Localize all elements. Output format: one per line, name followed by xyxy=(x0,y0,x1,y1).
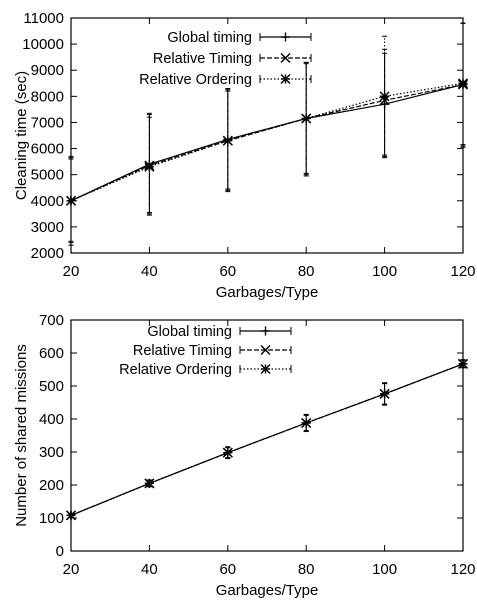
y-tick-label: 9000 xyxy=(31,62,64,79)
x-tick-label: 20 xyxy=(63,263,80,280)
series-line xyxy=(70,363,464,516)
chart-2: 0 100 200 300 400 500 600 700 20 40 60 80 100 120 Garb… xyxy=(13,312,476,599)
data-point xyxy=(458,78,468,89)
data-point xyxy=(144,478,155,489)
y-axis-label: Cleaning time (sec) xyxy=(13,71,30,200)
x-tick-label: 60 xyxy=(219,263,236,280)
series-2 xyxy=(66,22,468,244)
error-bar xyxy=(225,90,231,190)
x-tick-label: 100 xyxy=(372,561,397,578)
series-line xyxy=(70,84,464,202)
error-bar xyxy=(146,116,152,214)
x-tick-label: 120 xyxy=(450,263,475,280)
data-point xyxy=(379,91,390,102)
legend: Global timing Relative Timing Relative Ord… xyxy=(119,324,292,378)
y-tick-label: 300 xyxy=(39,444,64,461)
legend-marker xyxy=(260,345,271,355)
y-tick-label: 10000 xyxy=(22,36,64,53)
legend-item: Relative Ordering xyxy=(139,72,312,88)
error-bar xyxy=(303,61,309,174)
plot-frame xyxy=(70,17,464,254)
y-tick-label: 4000 xyxy=(31,193,64,210)
legend-marker xyxy=(281,32,290,42)
x-tick-label: 80 xyxy=(298,263,315,280)
y-tick-label: 6000 xyxy=(31,141,64,158)
data-point xyxy=(379,388,390,399)
legend-item: Global timing xyxy=(167,30,312,46)
series-line xyxy=(70,84,464,202)
x-tick-label: 20 xyxy=(63,561,80,578)
error-bar xyxy=(68,158,74,242)
x-tick-label: 120 xyxy=(450,561,475,578)
legend: Global timing Relative Timing Relative Ord… xyxy=(139,30,312,88)
legend-label: Relative Ordering xyxy=(119,362,232,378)
data-point xyxy=(144,161,155,172)
data-point xyxy=(301,113,312,124)
legend-marker xyxy=(280,53,291,63)
y-tick-label: 600 xyxy=(39,345,64,362)
x-axis-label: Garbages/Type xyxy=(216,284,319,301)
data-point xyxy=(66,195,76,206)
legend-marker xyxy=(260,364,271,374)
legend-label: Global timing xyxy=(167,30,252,46)
legend-label: Relative Timing xyxy=(133,343,232,359)
x-tick-label: 40 xyxy=(141,561,158,578)
legend-marker xyxy=(280,74,291,84)
error-bar xyxy=(382,35,388,156)
series-1 xyxy=(66,22,468,246)
error-bar xyxy=(382,383,388,405)
y-tick-label: 8000 xyxy=(31,88,64,105)
legend-label: Global timing xyxy=(147,324,232,340)
chart-1: 2000 3000 4000 5000 6000 7000 8000 9000 10000 110… xyxy=(13,10,476,301)
data-point xyxy=(222,135,233,146)
legend-item: Relative Timing xyxy=(153,51,312,67)
x-tick-label: 60 xyxy=(219,561,236,578)
y-tick-label: 5000 xyxy=(31,167,64,184)
x-axis-label: Garbages/Type xyxy=(216,582,319,599)
y-tick-label: 7000 xyxy=(31,114,64,131)
series-1 xyxy=(66,359,468,520)
data-point xyxy=(66,510,76,521)
y-tick-label: 400 xyxy=(39,411,64,428)
y-tick-label: 100 xyxy=(39,510,64,527)
data-point xyxy=(301,417,312,428)
series-3 xyxy=(66,358,468,521)
y-tick-label: 700 xyxy=(39,312,64,329)
legend-label: Relative Timing xyxy=(153,51,252,67)
y-tick-label: 500 xyxy=(39,378,64,395)
y-tick-label: 0 xyxy=(56,543,64,560)
legend-marker xyxy=(261,326,270,336)
series-line xyxy=(70,82,464,202)
legend-item: Global timing xyxy=(147,324,292,340)
x-tick-label: 100 xyxy=(372,263,397,280)
y-axis-label: Number of shared missions xyxy=(13,344,30,527)
data-point xyxy=(458,358,468,369)
y-tick-label: 3000 xyxy=(31,219,64,236)
y-tick-label: 200 xyxy=(39,477,64,494)
legend-label: Relative Ordering xyxy=(139,72,252,88)
series-2 xyxy=(66,358,468,521)
plot-frame xyxy=(70,319,464,552)
data-point xyxy=(222,447,233,458)
legend-item: Relative Ordering xyxy=(119,362,292,378)
legend-item: Relative Timing xyxy=(133,343,292,359)
y-tick-label: 2000 xyxy=(31,245,64,262)
y-tick-label: 11000 xyxy=(23,10,64,27)
x-tick-label: 40 xyxy=(141,263,158,280)
x-tick-label: 80 xyxy=(298,561,315,578)
series-3 xyxy=(66,22,468,242)
